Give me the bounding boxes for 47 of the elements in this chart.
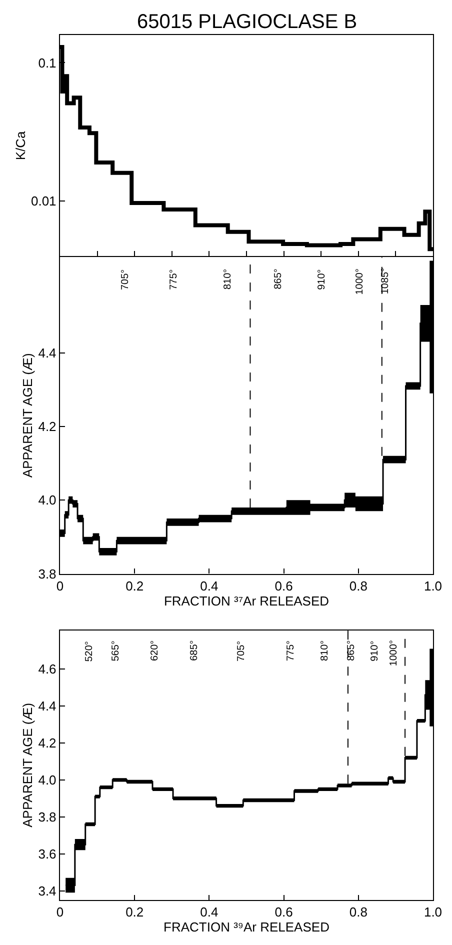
annotation: 810°	[222, 268, 234, 290]
annotation: 865°	[346, 640, 358, 661]
x-tick-label: 0.2	[126, 578, 144, 594]
x-tick-label: 0.6	[274, 578, 293, 594]
y-tick-label: 0.1	[38, 55, 56, 70]
x-tick-label: 1.0	[424, 578, 442, 594]
annotation: 705°	[236, 640, 247, 662]
y-tick-label: 4.0	[38, 492, 56, 508]
y-tick-label: 4.6	[38, 662, 56, 677]
annotation: 775°	[168, 269, 180, 290]
x-tick-label: 0.8	[349, 904, 368, 920]
y-tick-label: 3.6	[38, 846, 56, 862]
annotation: 685°	[189, 640, 200, 661]
annotation: 565°	[110, 640, 122, 662]
y-tick-label: 4.4	[38, 698, 56, 714]
annotation: 865°	[273, 268, 284, 290]
x-axis-title: FRACTION ³⁷Ar RELEASED	[164, 593, 330, 608]
x-tick-label: 0.8	[349, 578, 368, 594]
y-tick-label: 4.0	[38, 772, 56, 788]
y-axis-title: APPARENT AGE (Æ)	[20, 702, 36, 828]
x-axis-title: FRACTION ³⁹Ar RELEASED	[164, 920, 330, 935]
x-tick-label: 0.4	[200, 904, 218, 920]
annotation: 520°	[84, 641, 95, 662]
x-tick-label: 0.4	[200, 578, 218, 594]
y-tick-label: 4.2	[38, 736, 56, 751]
annotation: 775°	[285, 640, 296, 662]
annotation: 1000°	[354, 268, 366, 295]
annotation: 705°	[120, 269, 131, 290]
y-axis-title: APPARENT AGE (Æ)	[20, 353, 36, 478]
x-tick-label: 1.0	[424, 904, 442, 920]
x-tick-label: 0.2	[126, 904, 144, 920]
annotation: 910°	[370, 640, 381, 662]
annotation: 810°	[319, 640, 330, 662]
y-tick-label: 4.4	[38, 345, 56, 360]
y-tick-label: 3.8	[38, 566, 56, 582]
y-tick-label: 0.01	[30, 194, 56, 209]
chart-title: 65015 PLAGIOCLASE B	[137, 11, 358, 33]
x-tick-label: 0	[56, 578, 64, 594]
annotation: 910°	[316, 269, 328, 290]
x-tick-label: 0.6	[274, 904, 293, 920]
y-axis-title: K/Ca	[12, 130, 28, 160]
annotation: 1000°	[388, 640, 400, 666]
y-tick-label: 3.4	[38, 883, 56, 898]
x-tick-label: 0	[56, 904, 64, 920]
y-tick-label: 4.2	[38, 419, 56, 434]
annotation: 620°	[149, 640, 160, 662]
y-tick-label: 3.8	[38, 809, 56, 824]
